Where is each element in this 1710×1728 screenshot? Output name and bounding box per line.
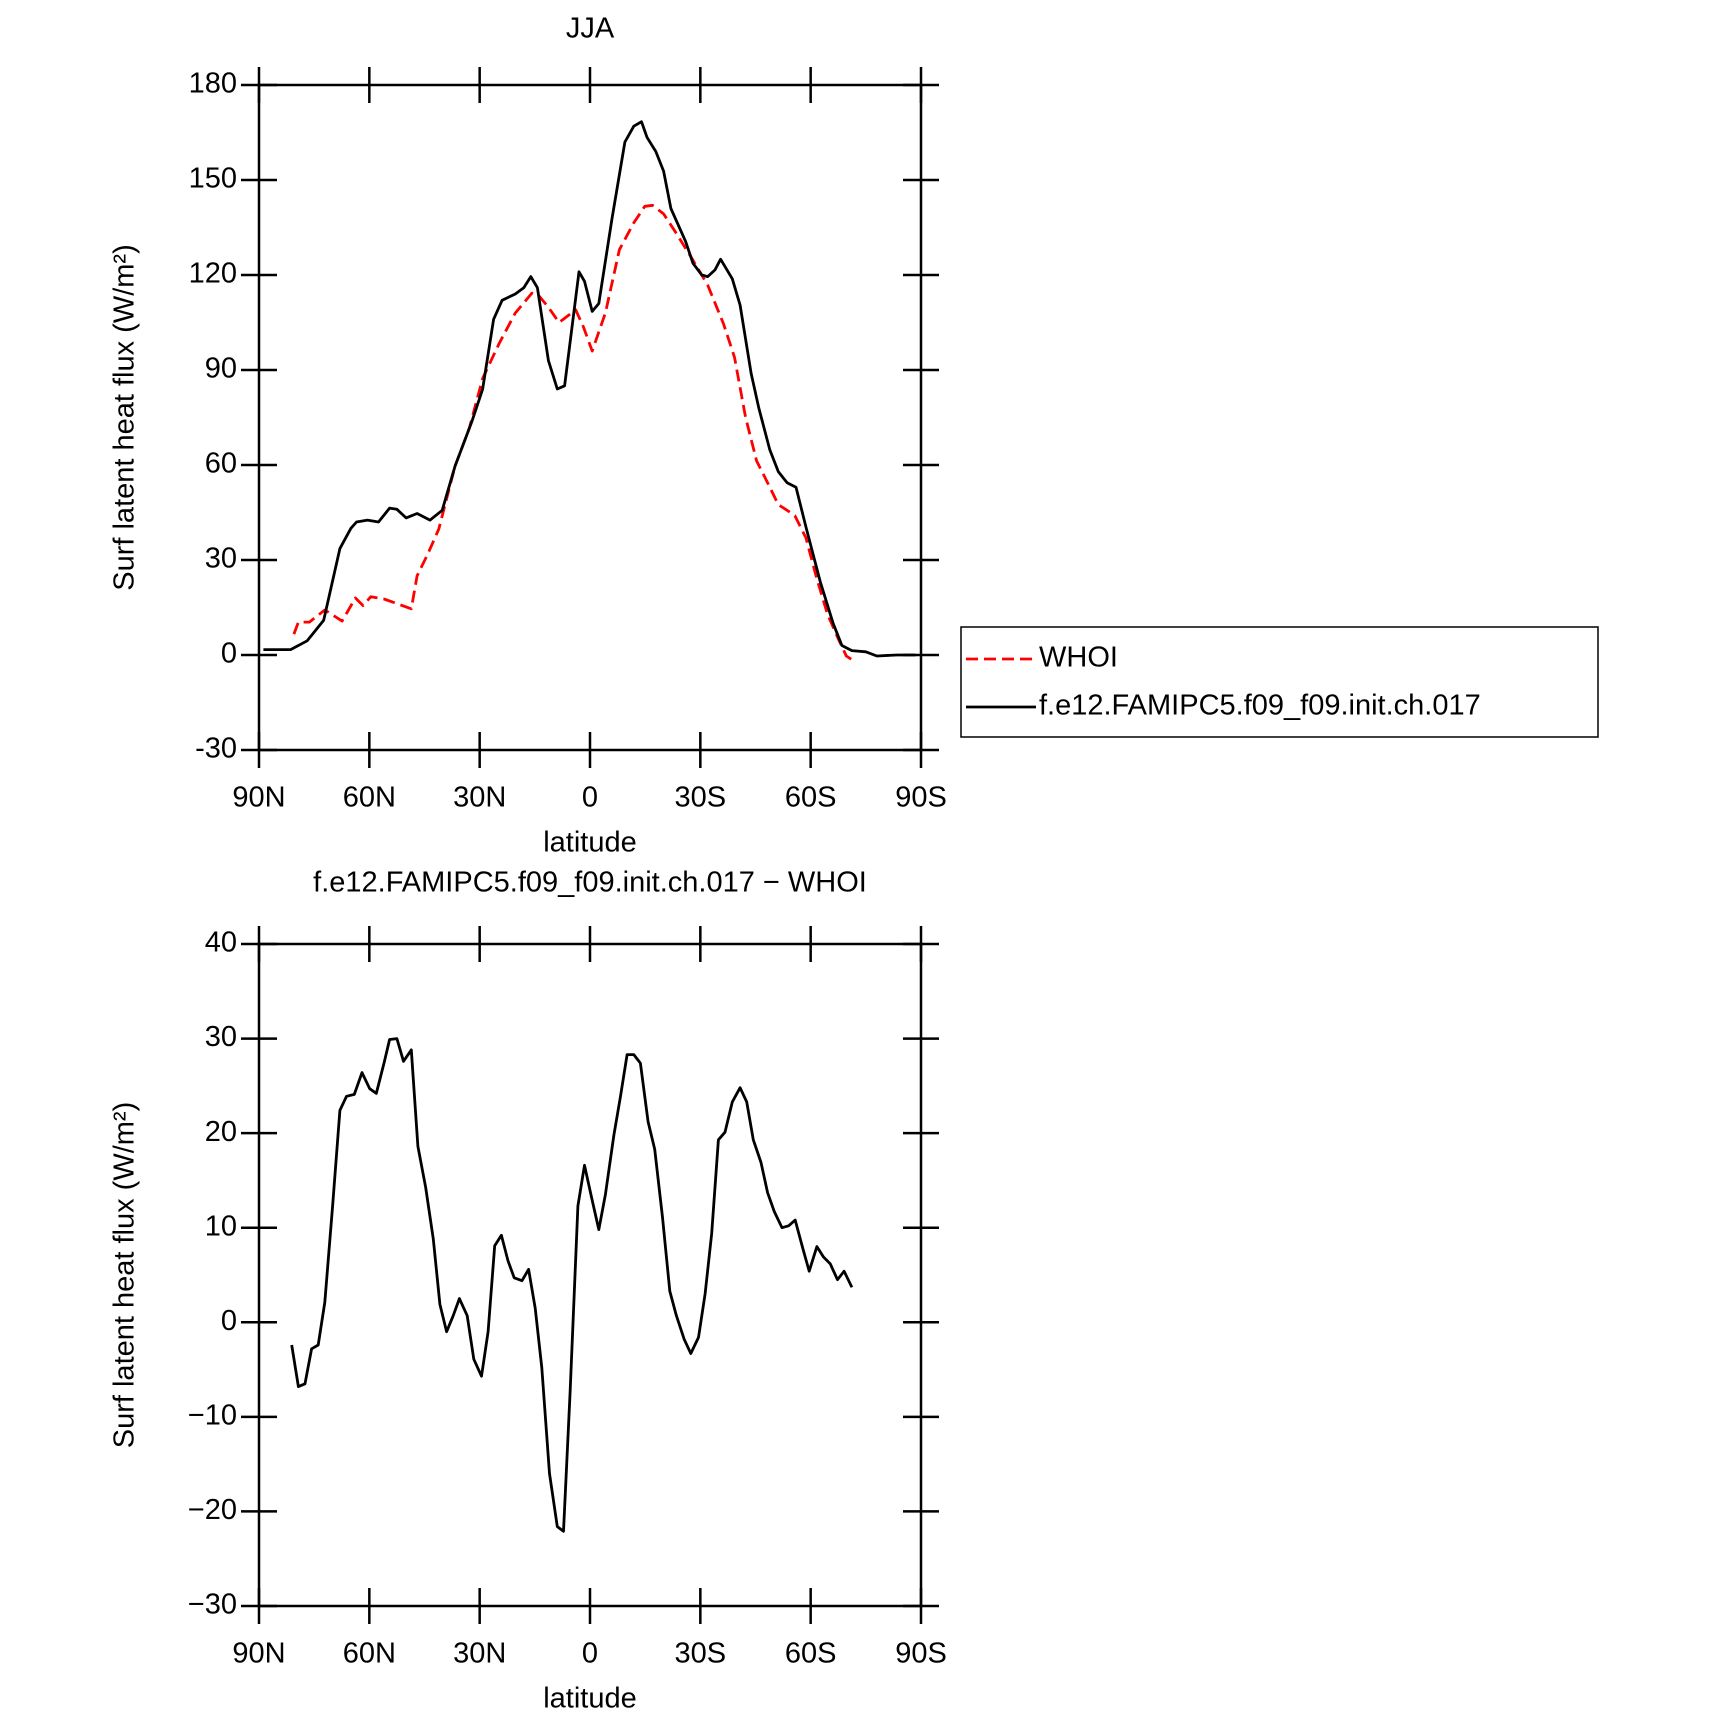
x-tick-label: 90S: [895, 1638, 947, 1670]
x-axis-label: latitude: [543, 827, 637, 859]
y-tick-label: 30: [205, 1021, 237, 1053]
x-tick-label: 0: [582, 782, 598, 814]
y-tick-label: −10: [188, 1400, 237, 1432]
y-tick-label: 40: [205, 927, 237, 959]
x-tick-label: 30N: [453, 1638, 506, 1670]
x-tick-label: 60N: [343, 782, 396, 814]
y-tick-label: 150: [189, 163, 237, 195]
legend-label: WHOI: [1039, 642, 1118, 674]
data-line: [263, 120, 916, 658]
plot-frame: [257, 83, 923, 752]
x-tick-label: 30S: [675, 1638, 727, 1670]
chart-title: f.e12.FAMIPC5.f09_f09.init.ch.017 − WHOI: [313, 867, 867, 899]
x-tick-label: 60S: [785, 1638, 837, 1670]
x-tick-label: 30S: [675, 782, 727, 814]
x-tick-label: 90S: [895, 782, 947, 814]
y-tick-label: 0: [221, 638, 237, 670]
x-tick-label: 60N: [343, 1638, 396, 1670]
y-tick-label: -30: [195, 733, 237, 765]
x-tick-label: 60S: [785, 782, 837, 814]
y-tick-label: 120: [189, 258, 237, 290]
y-tick-label: −30: [188, 1589, 237, 1621]
plot-frame: [257, 942, 923, 1608]
data-line: [292, 203, 854, 662]
chart-title: JJA: [566, 13, 615, 45]
x-tick-label: 90N: [232, 1638, 285, 1670]
y-tick-label: 90: [205, 353, 237, 385]
x-tick-label: 30N: [453, 782, 506, 814]
y-tick-label: 60: [205, 448, 237, 480]
y-tick-label: 0: [221, 1305, 237, 1337]
x-tick-label: 90N: [232, 782, 285, 814]
data-line: [290, 1037, 854, 1533]
y-tick-label: 30: [205, 543, 237, 575]
x-axis-label: latitude: [543, 1683, 637, 1715]
y-tick-label: 20: [205, 1116, 237, 1148]
y-axis-label: Surf latent heat flux (W/m²): [109, 244, 141, 591]
legend-box: [960, 626, 1599, 738]
y-tick-label: 180: [189, 68, 237, 100]
y-tick-label: 10: [205, 1210, 237, 1242]
x-tick-label: 0: [582, 1638, 598, 1670]
y-tick-label: −20: [188, 1494, 237, 1526]
legend-label: f.e12.FAMIPC5.f09_f09.init.ch.017: [1039, 690, 1481, 722]
y-axis-label: Surf latent heat flux (W/m²): [109, 1102, 141, 1449]
